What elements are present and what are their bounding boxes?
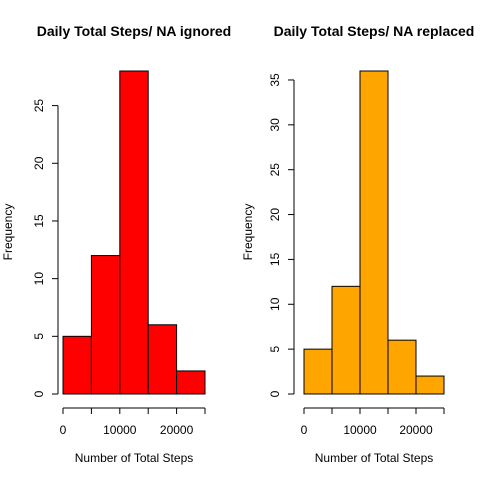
histogram-panel-na-ignored: Daily Total Steps/ NA ignored Number of … (1, 23, 231, 465)
y-axis-label: Frequency (1, 204, 15, 261)
y-tick-label: 0 (32, 390, 46, 397)
x-tick-label: 0 (60, 423, 67, 437)
y-tick-label: 5 (32, 333, 46, 340)
x-axis-label: Number of Total Steps (75, 451, 194, 465)
y-axis-label: Frequency (241, 204, 255, 261)
y-tick-label: 20 (268, 208, 282, 222)
y-tick-label: 35 (268, 73, 282, 87)
y-tick-label: 25 (32, 99, 46, 113)
histogram-bar (303, 348, 333, 395)
histogram-panel-na-replaced: Daily Total Steps/ NA replaced Number of… (241, 23, 474, 465)
y-axis: 0 5 10 15 20 25 30 35 (268, 73, 295, 397)
chart-title: Daily Total Steps/ NA replaced (274, 23, 475, 39)
y-axis: 0 5 10 15 20 25 (32, 99, 59, 397)
histogram-bar (359, 70, 389, 395)
y-tick-label: 30 (268, 118, 282, 132)
histogram-bar (62, 335, 92, 395)
histogram-bar (387, 339, 417, 395)
histogram-bar (415, 375, 445, 395)
y-tick-label: 25 (268, 163, 282, 177)
x-tick-label: 10000 (103, 423, 137, 437)
histogram-bar (331, 285, 361, 395)
histogram-bar (176, 370, 206, 395)
x-tick-label: 0 (301, 423, 308, 437)
x-tick-label: 10000 (343, 423, 377, 437)
x-tick-label: 20000 (399, 423, 433, 437)
x-tick-label: 20000 (160, 423, 194, 437)
bars (62, 70, 206, 395)
y-tick-label: 15 (32, 214, 46, 228)
y-tick-label: 15 (268, 252, 282, 266)
x-axis-label: Number of Total Steps (315, 451, 434, 465)
chart-title: Daily Total Steps/ NA ignored (37, 23, 231, 39)
y-tick-label: 0 (268, 390, 282, 397)
x-axis: 0 10000 20000 (60, 407, 206, 437)
histogram-bar (119, 70, 149, 395)
y-tick-label: 10 (32, 272, 46, 286)
bars (303, 70, 445, 395)
x-axis: 0 10000 20000 (301, 407, 445, 437)
y-tick-label: 10 (268, 297, 282, 311)
y-tick-label: 5 (268, 345, 282, 352)
histogram-bar (90, 255, 121, 395)
histogram-bar (147, 324, 178, 395)
y-tick-label: 20 (32, 156, 46, 170)
